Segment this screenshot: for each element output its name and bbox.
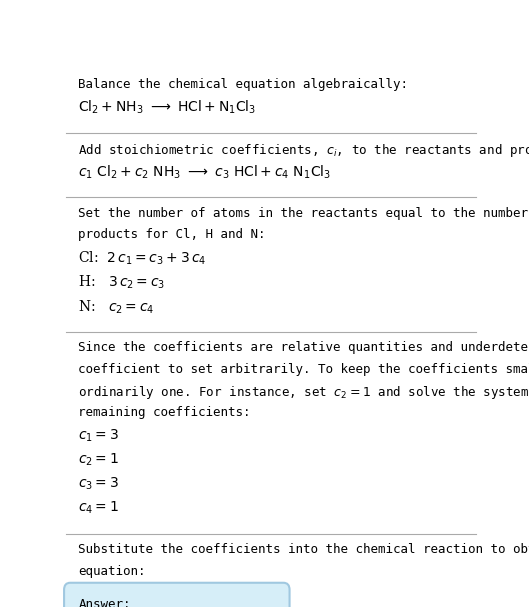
Text: $c_2 = 1$: $c_2 = 1$ — [78, 452, 119, 468]
Text: $c_1\ \mathrm{Cl_2} + c_2\ \mathrm{NH_3}\ \longrightarrow\ c_3\ \mathrm{HCl} + c: $c_1\ \mathrm{Cl_2} + c_2\ \mathrm{NH_3}… — [78, 163, 332, 181]
Text: $c_4 = 1$: $c_4 = 1$ — [78, 500, 119, 517]
Text: coefficient to set arbitrarily. To keep the coefficients small, the arbitrary va: coefficient to set arbitrarily. To keep … — [78, 362, 529, 376]
Text: Cl:  $2\,c_1 = c_3 + 3\,c_4$: Cl: $2\,c_1 = c_3 + 3\,c_4$ — [78, 249, 207, 267]
Text: N:   $c_2 = c_4$: N: $c_2 = c_4$ — [78, 298, 155, 316]
Text: $c_3 = 3$: $c_3 = 3$ — [78, 476, 120, 492]
Text: equation:: equation: — [78, 565, 146, 577]
Text: remaining coefficients:: remaining coefficients: — [78, 405, 251, 419]
Text: Substitute the coefficients into the chemical reaction to obtain the balanced: Substitute the coefficients into the che… — [78, 543, 529, 556]
Text: $\mathrm{Cl_2 + NH_3 \ \longrightarrow \ HCl + N_1Cl_3}$: $\mathrm{Cl_2 + NH_3 \ \longrightarrow \… — [78, 99, 257, 117]
Text: $c_1 = 3$: $c_1 = 3$ — [78, 427, 120, 444]
Text: Since the coefficients are relative quantities and underdetermined, choose a: Since the coefficients are relative quan… — [78, 341, 529, 354]
FancyBboxPatch shape — [64, 583, 289, 607]
Text: ordinarily one. For instance, set $c_2 = 1$ and solve the system of equations fo: ordinarily one. For instance, set $c_2 =… — [78, 384, 529, 401]
Text: products for Cl, H and N:: products for Cl, H and N: — [78, 228, 266, 241]
Text: H:   $3\,c_2 = c_3$: H: $3\,c_2 = c_3$ — [78, 274, 166, 291]
Text: Set the number of atoms in the reactants equal to the number of atoms in the: Set the number of atoms in the reactants… — [78, 206, 529, 220]
Text: Answer:: Answer: — [78, 598, 131, 607]
Text: Balance the chemical equation algebraically:: Balance the chemical equation algebraica… — [78, 78, 408, 90]
Text: Add stoichiometric coefficients, $c_i$, to the reactants and products:: Add stoichiometric coefficients, $c_i$, … — [78, 142, 529, 159]
